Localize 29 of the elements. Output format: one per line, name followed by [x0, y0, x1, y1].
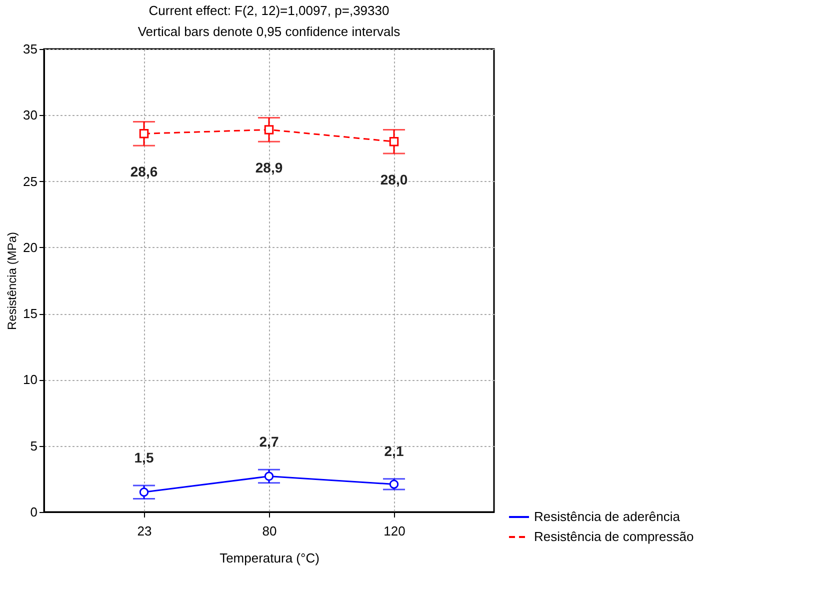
y-tick-label: 30 — [23, 108, 38, 123]
y-tick-label: 20 — [23, 240, 38, 255]
data-label: 2,7 — [259, 434, 279, 450]
point — [139, 129, 149, 138]
y-tick-label: 15 — [23, 306, 38, 322]
x-tick-label: 23 — [137, 524, 152, 538]
data-label: 28,0 — [380, 172, 408, 188]
point — [389, 136, 399, 146]
x-tick-label: 80 — [262, 524, 277, 538]
point — [264, 472, 274, 481]
data-label: 1,5 — [134, 450, 154, 466]
data-label: 28,9 — [255, 160, 283, 176]
y-tick-label: 35 — [23, 42, 38, 56]
x-tick-label: 120 — [384, 524, 406, 538]
y-axis-title: Resistência (MPa) — [5, 232, 20, 330]
y-tick-label: 10 — [23, 372, 38, 388]
chart-subtitle: Vertical bars denote 0,95 confidence intervals — [138, 24, 401, 39]
y-tick-label: 25 — [23, 174, 38, 189]
point — [264, 125, 274, 134]
legend-label: Resistência de aderência — [534, 509, 681, 524]
y-tick-label: 5 — [30, 438, 38, 454]
x-axis-title: Temperatura (°C) — [220, 550, 320, 566]
chart-title: Current effect: F(2, 12)=1,0097, p=,39330 — [148, 3, 390, 18]
point — [389, 480, 399, 489]
point — [139, 488, 149, 497]
data-label: 2,1 — [384, 442, 404, 459]
data-label: 28,6 — [130, 164, 158, 180]
legend-label: Resistência de compressão — [534, 529, 694, 544]
y-tick-label: 0 — [30, 504, 38, 520]
